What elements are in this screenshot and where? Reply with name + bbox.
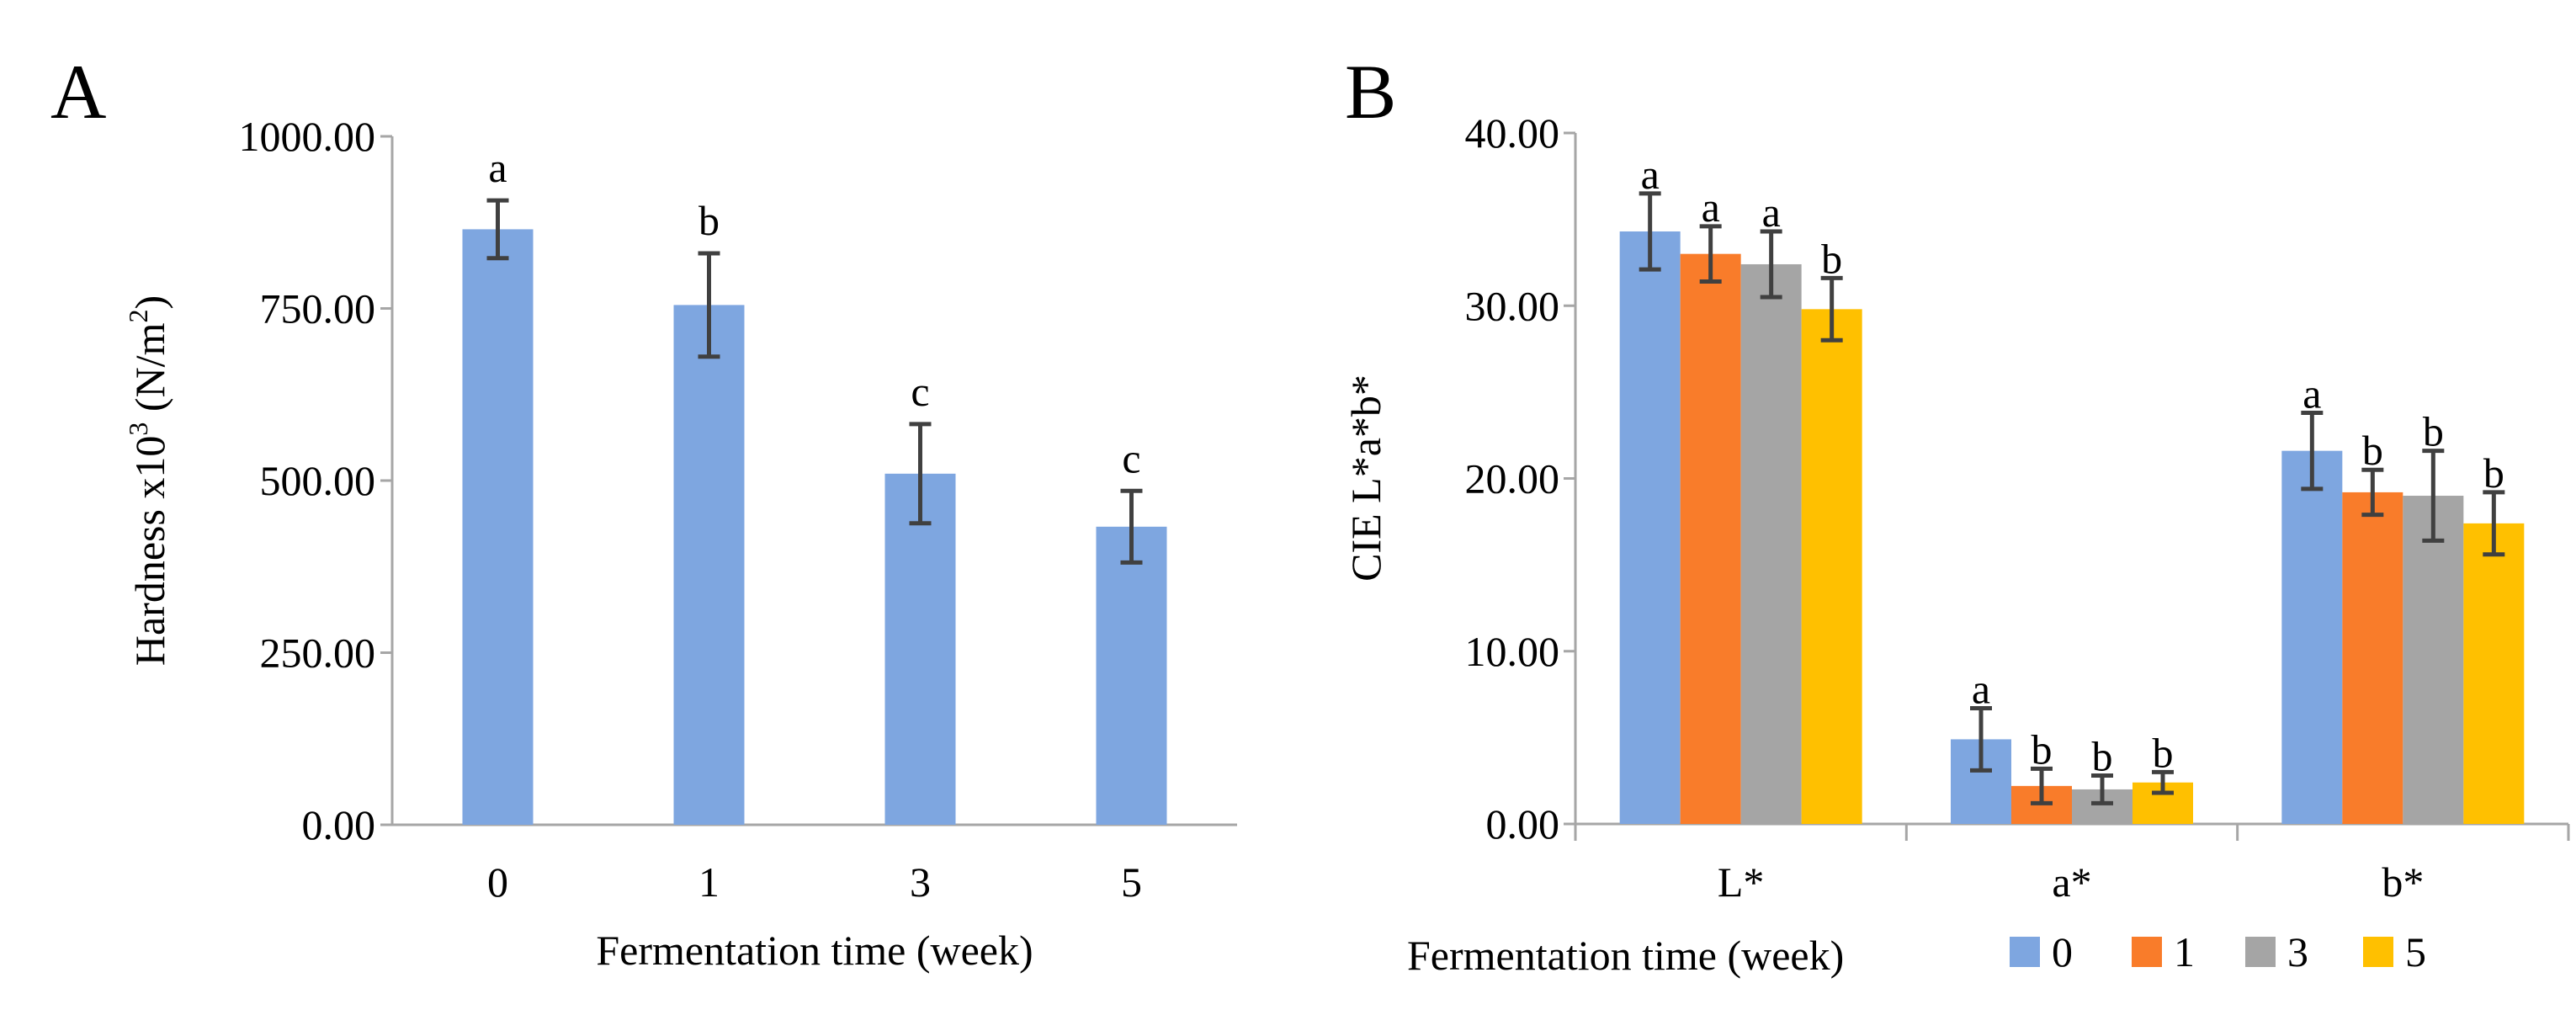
chart-b-legend-swatch-3 xyxy=(2245,937,2276,967)
chart-a-significance-label: a xyxy=(488,144,507,191)
chart-b-significance-label: a xyxy=(1641,151,1660,198)
chart-a-x-axis: 0 1 3 5 xyxy=(487,858,1142,906)
chart-b-significance-label: b xyxy=(2483,449,2504,497)
chart-a-y-tick-label: 250.00 xyxy=(260,630,376,677)
chart-b-legend-label: 1 xyxy=(2174,928,2195,975)
chart-a-x-tick-label: 0 xyxy=(487,858,508,906)
chart-b-legend-swatch-0 xyxy=(2010,937,2040,967)
chart-a: A 0.00 250.00 500.00 750.00 1000.00 a b c c 0 1 3… xyxy=(50,49,1237,974)
chart-b-x-tick-label: L* xyxy=(1718,858,1765,906)
chart-b-x-axis: L* a* b* xyxy=(1718,858,2424,906)
chart-a-bar xyxy=(884,473,956,825)
chart-b-x-axis-title: Fermentation time (week) xyxy=(1407,932,1844,979)
chart-a-x-tick-label: 3 xyxy=(910,858,931,906)
chart-a-bar xyxy=(1096,526,1167,825)
chart-b-significance-label: a xyxy=(1702,183,1720,231)
chart-b-legend-label: 0 xyxy=(2052,928,2073,975)
chart-b-significance-label: b xyxy=(2032,725,2053,773)
chart-a-y-tick-label: 0.00 xyxy=(302,801,376,848)
chart-a-x-tick-label: 1 xyxy=(698,858,720,906)
chart-b-significance-label: b xyxy=(2423,408,2444,455)
chart-a-bar xyxy=(673,305,745,825)
chart-a-bar xyxy=(462,229,534,825)
chart-a-y-axis: 0.00 250.00 500.00 750.00 1000.00 xyxy=(239,113,392,848)
chart-b-bar-series-1 xyxy=(1680,253,1741,824)
chart-b-legend: 0 1 3 5 xyxy=(2010,928,2426,975)
chart-b-y-tick-label: 0.00 xyxy=(1486,800,1560,848)
chart-a-significance-label: b xyxy=(698,197,720,244)
chart-b-y-axis: 0.00 10.00 20.00 30.00 40.00 xyxy=(1465,109,1575,848)
chart-b-significance-label: b xyxy=(2153,729,2174,776)
chart-a-y-tick-label: 500.00 xyxy=(260,457,376,504)
chart-a-y-tick-label: 750.00 xyxy=(260,285,376,332)
panel-b-label: B xyxy=(1345,49,1396,135)
chart-b-significance-label: b xyxy=(1821,235,1842,282)
chart-b-significance-label: a xyxy=(1762,189,1781,236)
chart-b-x-tick-label: b* xyxy=(2382,858,2424,906)
chart-b-y-tick-label: 20.00 xyxy=(1465,455,1560,502)
chart-b-bar-series-0 xyxy=(2281,450,2343,824)
chart-b-significance-label: b xyxy=(2092,733,2113,780)
chart-a-significance-label: c xyxy=(1122,434,1140,481)
chart-b-bar-series-5 xyxy=(1801,309,1862,825)
chart-b-bar-series-0 xyxy=(1619,231,1681,824)
chart-b-y-tick-label: 40.00 xyxy=(1465,109,1560,157)
chart-b-bar-series-3 xyxy=(2403,496,2464,824)
chart-b-legend-swatch-1 xyxy=(2132,937,2162,967)
chart-b-legend-label: 5 xyxy=(2405,928,2426,975)
chart-b-significance-label: b xyxy=(2362,427,2383,474)
chart-b-legend-swatch-5 xyxy=(2363,937,2393,967)
chart-b-x-tick-label: a* xyxy=(2052,858,2091,906)
chart-a-y-tick-label: 1000.00 xyxy=(239,113,376,160)
chart-a-bars: a b c c xyxy=(462,144,1167,825)
chart-b-legend-label: 3 xyxy=(2287,928,2308,975)
chart-b-x-ticks xyxy=(1574,824,2570,841)
chart-b-significance-label: a xyxy=(2302,370,2321,417)
chart-b-bar-series-1 xyxy=(2342,492,2403,824)
chart-b-y-tick-label: 10.00 xyxy=(1465,628,1560,675)
chart-a-x-axis-title: Fermentation time (week) xyxy=(596,927,1033,974)
chart-b-bar-series-3 xyxy=(1740,263,1802,824)
chart-b-y-tick-label: 30.00 xyxy=(1465,282,1560,329)
chart-b-bar-series-5 xyxy=(2463,523,2525,824)
chart-b-y-axis-title: CIE L*a*b* xyxy=(1342,375,1389,582)
chart-a-significance-label: c xyxy=(911,368,929,415)
chart-a-y-axis-title: Hardness x103 (N/m2) xyxy=(123,295,173,666)
chart-a-x-tick-label: 5 xyxy=(1121,858,1142,906)
panel-a-label: A xyxy=(50,49,106,135)
chart-b-significance-label: a xyxy=(1972,665,1990,712)
